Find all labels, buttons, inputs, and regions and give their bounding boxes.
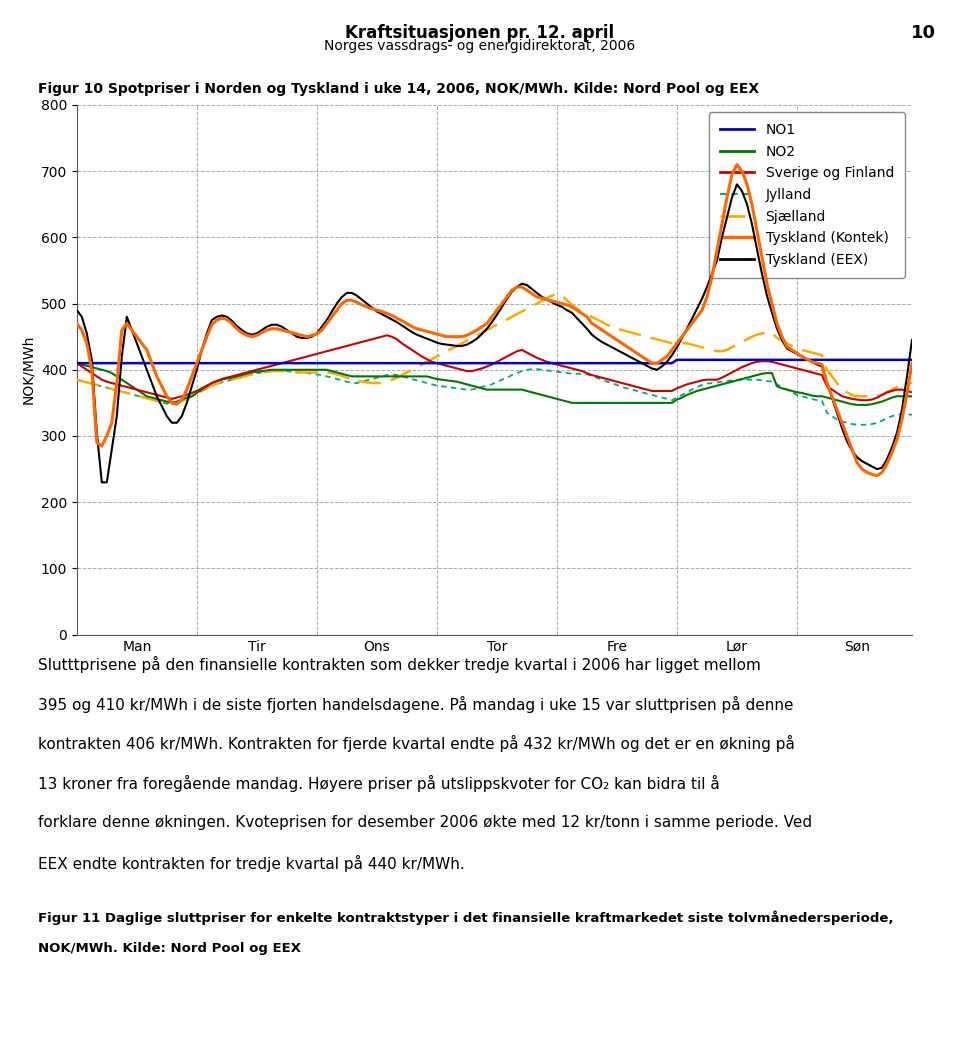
Text: 395 og 410 kr/MWh i de siste fjorten handelsdagene. På mandag i uke 15 var slutt: 395 og 410 kr/MWh i de siste fjorten han…: [38, 695, 794, 712]
Text: 10: 10: [911, 24, 936, 42]
Text: forklare denne økningen. Kvoteprisen for desember 2006 økte med 12 kr/tonn i sam: forklare denne økningen. Kvoteprisen for…: [38, 815, 812, 830]
Legend: NO1, NO2, Sverige og Finland, Jylland, Sjælland, Tyskland (Kontek), Tyskland (EE: NO1, NO2, Sverige og Finland, Jylland, S…: [708, 112, 905, 278]
Text: Norges vassdrags- og energidirektorat, 2006: Norges vassdrags- og energidirektorat, 2…: [324, 39, 636, 52]
Text: Kraftsituasjonen pr. 12. april: Kraftsituasjonen pr. 12. april: [346, 24, 614, 42]
Text: 13 kroner fra foregående mandag. Høyere priser på utslippskvoter for CO₂ kan bid: 13 kroner fra foregående mandag. Høyere …: [38, 775, 720, 792]
Text: Figur 11 Daglige sluttpriser for enkelte kontraktstyper i det finansielle kraftm: Figur 11 Daglige sluttpriser for enkelte…: [38, 911, 894, 925]
Text: kontrakten 406 kr/MWh. Kontrakten for fjerde kvartal endte på 432 kr/MWh og det : kontrakten 406 kr/MWh. Kontrakten for fj…: [38, 735, 795, 752]
Text: Slutttprisene på den finansielle kontrakten som dekker tredje kvartal i 2006 har: Slutttprisene på den finansielle kontrak…: [38, 656, 761, 672]
Y-axis label: NOK/MWh: NOK/MWh: [21, 335, 36, 405]
Text: NOK/MWh. Kilde: Nord Pool og EEX: NOK/MWh. Kilde: Nord Pool og EEX: [38, 942, 301, 955]
Text: Figur 10 Spotpriser i Norden og Tyskland i uke 14, 2006, NOK/MWh. Kilde: Nord Po: Figur 10 Spotpriser i Norden og Tyskland…: [38, 82, 759, 95]
Text: EEX endte kontrakten for tredje kvartal på 440 kr/MWh.: EEX endte kontrakten for tredje kvartal …: [38, 855, 466, 872]
